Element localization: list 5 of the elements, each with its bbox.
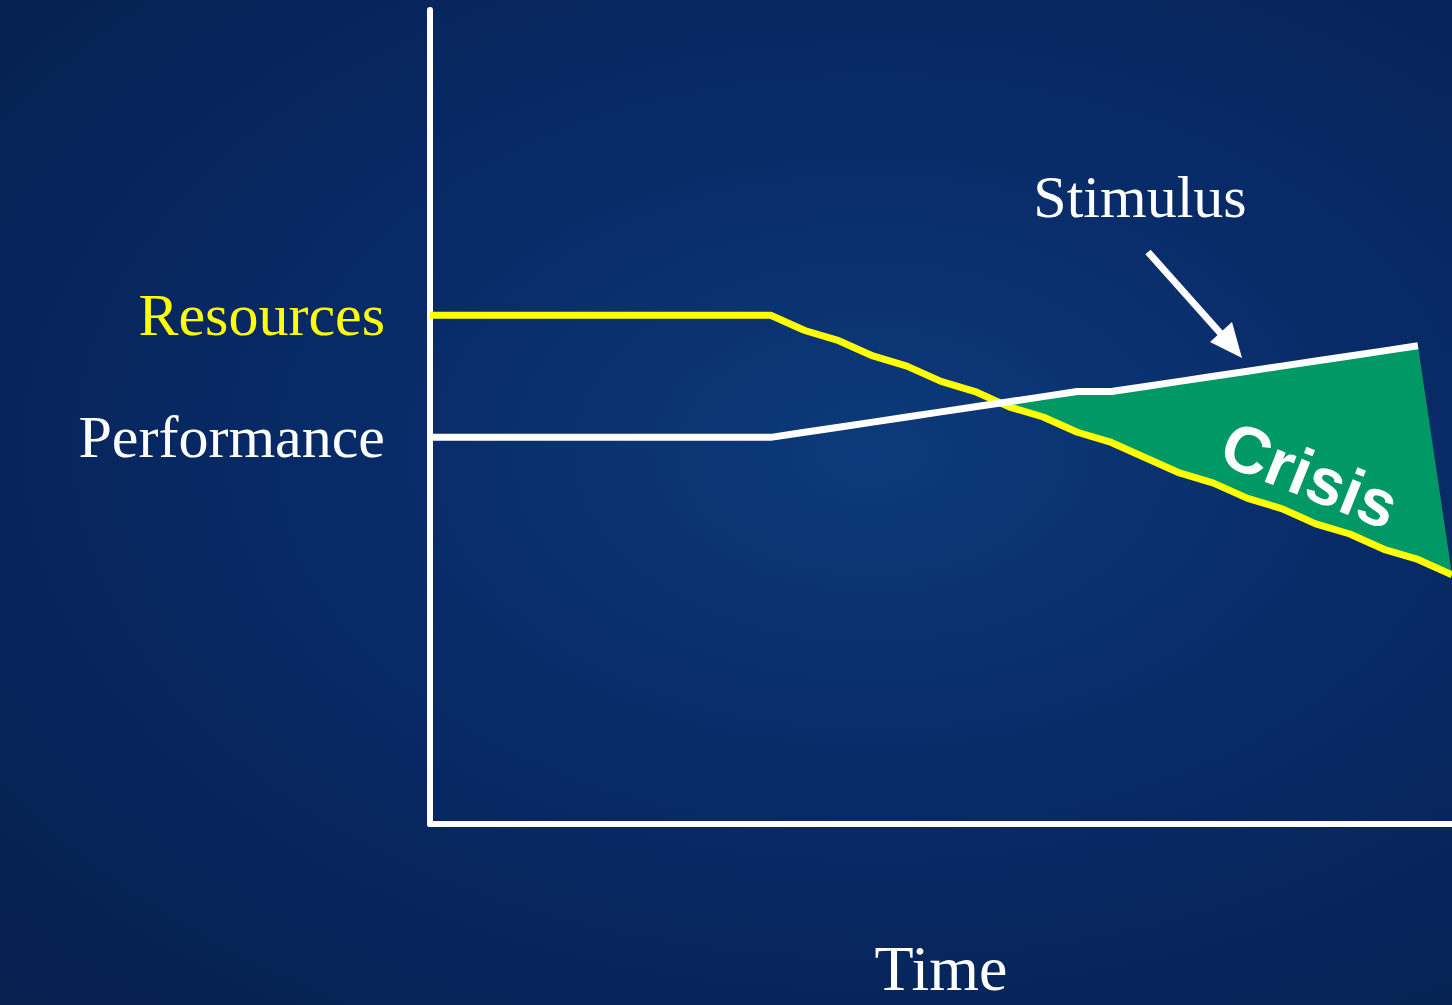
x-axis-title: Time xyxy=(874,932,1008,1004)
annotation: Crisis xyxy=(1211,406,1409,544)
series-label: Resources xyxy=(138,282,385,349)
text: Stimulus xyxy=(1033,164,1247,230)
series-label: Performance xyxy=(78,404,385,471)
